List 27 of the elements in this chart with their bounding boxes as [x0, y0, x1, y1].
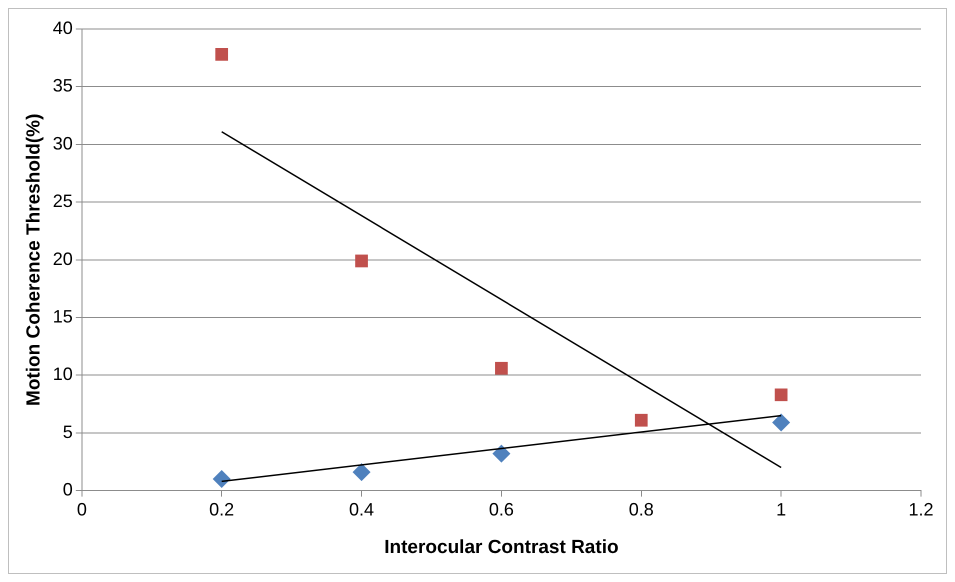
y-tick-label: 40: [52, 18, 73, 38]
point: [774, 388, 788, 402]
y-tick-label: 5: [62, 422, 73, 442]
point: [352, 463, 371, 482]
y-tick-label: 0: [62, 480, 73, 500]
x-axis-title: Interocular Contrast Ratio: [384, 536, 619, 558]
y-tick-label: 35: [52, 76, 73, 96]
point: [495, 362, 508, 375]
point: [634, 414, 648, 427]
y-axis-title: Motion Coherence Threshold(%): [24, 114, 45, 406]
y-tick-label: 15: [52, 306, 73, 326]
point: [215, 48, 228, 61]
y-tick-label: 25: [52, 191, 73, 212]
point: [355, 254, 368, 268]
x-tick-label: 0.8: [628, 499, 654, 520]
x-tick-label: 1.2: [908, 499, 934, 520]
point: [492, 444, 510, 463]
x-tick-label: 1: [776, 499, 786, 520]
x-tick-label: 0.6: [488, 499, 514, 520]
x-tick-label: 0.2: [209, 499, 234, 520]
x-tick-label: 0.4: [349, 499, 374, 520]
y-tick-label: 10: [52, 364, 73, 384]
x-tick-label: 0: [76, 499, 87, 520]
y-tick-label: 30: [52, 133, 73, 154]
point: [212, 470, 231, 488]
point: [772, 414, 790, 432]
y-tick-label: 20: [52, 248, 73, 269]
